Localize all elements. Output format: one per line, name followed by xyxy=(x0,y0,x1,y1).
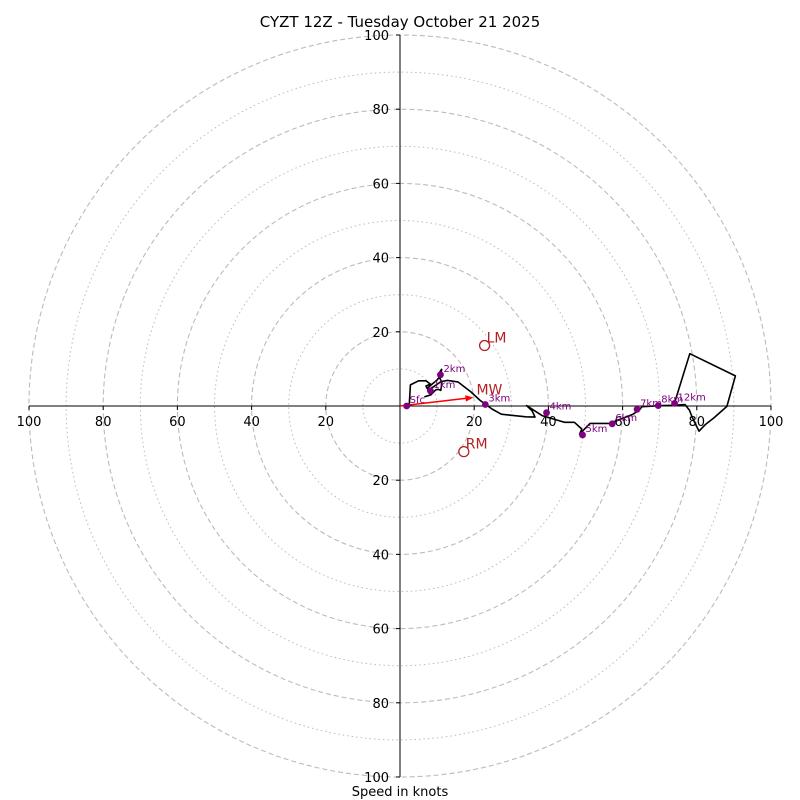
height-marker-label: Sfc xyxy=(410,395,425,406)
height-marker-point xyxy=(671,400,678,407)
mean-wind-arrowhead xyxy=(465,395,474,402)
storm-motion-point xyxy=(458,445,470,458)
x-tick-label: 20 xyxy=(466,415,483,430)
y-tick-label: 100 xyxy=(364,29,389,44)
x-ticks: 100 80 60 40 20 20 40 60 80 100 xyxy=(17,406,784,430)
mean-wind-vector: MW xyxy=(399,382,503,407)
x-tick-label: 80 xyxy=(95,415,112,430)
height-marker-label: 6km xyxy=(615,413,637,424)
height-marker-label: 4km xyxy=(550,402,572,413)
chart-title: CYZT 12Z - Tuesday October 21 2025 xyxy=(260,13,541,31)
height-marker-label: 1km xyxy=(433,380,455,391)
x-axis-label: Speed in knots xyxy=(352,785,449,800)
y-tick-label: 40 xyxy=(372,252,389,267)
mean-wind-label: MW xyxy=(476,382,502,398)
y-ticks: 100 80 60 40 20 20 40 60 80 100 xyxy=(364,29,400,786)
y-tick-label: 60 xyxy=(372,177,389,192)
height-marker-point xyxy=(481,401,489,408)
x-tick-label: 60 xyxy=(169,415,186,430)
height-marker-label: 8km xyxy=(661,395,683,406)
x-tick-label: 100 xyxy=(759,415,784,430)
height-marker-point xyxy=(437,371,444,379)
storm-motion-label: LM xyxy=(487,331,507,347)
height-marker-point xyxy=(403,402,411,410)
height-marker-label: 3km xyxy=(488,394,510,405)
y-tick-label: 20 xyxy=(372,326,389,341)
y-tick-label: 20 xyxy=(372,474,389,489)
height-marker-label: 2km xyxy=(443,364,465,375)
wind-profile-line xyxy=(406,352,737,436)
x-tick-label: 60 xyxy=(614,415,631,430)
height-marker-label: 5km xyxy=(586,424,608,435)
height-marker-label: 12km xyxy=(678,392,706,403)
storm-motion-point xyxy=(478,339,491,352)
x-tick-label: 40 xyxy=(243,415,260,430)
height-marker-point xyxy=(579,431,586,439)
y-tick-label: 60 xyxy=(372,623,389,638)
mean-wind-shaft xyxy=(399,397,466,407)
x-tick-label: 100 xyxy=(17,415,42,430)
y-tick-label: 80 xyxy=(372,697,389,712)
storm-motion-markers: LM RM xyxy=(458,331,507,458)
height-marker-point xyxy=(427,387,434,395)
y-tick-label: 100 xyxy=(364,771,389,786)
y-tick-label: 80 xyxy=(372,103,389,118)
height-marker-point xyxy=(543,409,550,417)
height-marker-label: 7km xyxy=(640,398,662,409)
height-marker-point xyxy=(654,402,662,410)
x-tick-label: 20 xyxy=(318,415,335,430)
height-marker-point xyxy=(608,420,616,428)
height-marker-point xyxy=(633,405,641,413)
y-tick-label: 40 xyxy=(372,548,389,563)
storm-motion-label: RM xyxy=(466,437,488,453)
